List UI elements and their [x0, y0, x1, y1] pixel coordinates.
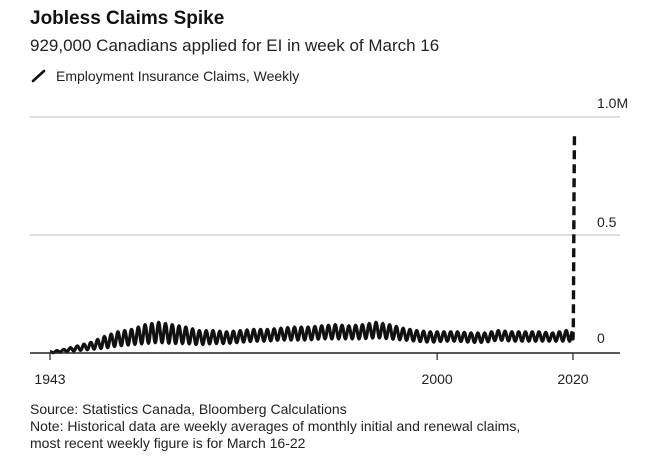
chart-subtitle: 929,000 Canadians applied for EI in week… — [30, 36, 440, 55]
x-axis-ticks: 1943 2000 2020 — [34, 353, 589, 387]
series-lines — [48, 133, 577, 355]
legend-label: Employment Insurance Claims, Weekly — [56, 68, 300, 84]
x-tick-label: 2000 — [422, 371, 453, 387]
y-tick-label: 1.0M — [597, 95, 628, 111]
line-chart: 1.0M 0.5 0 1943 2000 2020 — [30, 95, 628, 387]
series-line-recent-spike — [570, 133, 577, 341]
footnote-line-2: most recent weekly figure is for March 1… — [30, 435, 306, 451]
footnote-line-1: Note: Historical data are weekly average… — [30, 418, 521, 434]
line-series-icon — [30, 69, 48, 83]
source-note: Source: Statistics Canada, Bloomberg Cal… — [30, 401, 347, 417]
x-tick-label: 2020 — [557, 371, 588, 387]
legend: Employment Insurance Claims, Weekly — [30, 68, 299, 84]
grid-lines — [30, 116, 620, 236]
chart-title: Jobless Claims Spike — [30, 8, 225, 29]
footer-notes: Source: Statistics Canada, Bloomberg Cal… — [30, 401, 650, 452]
y-tick-label: 0 — [597, 330, 605, 346]
y-tick-label: 0.5 — [597, 214, 617, 230]
series-line-weekly-claims — [48, 320, 574, 355]
y-axis-ticks: 1.0M 0.5 0 — [597, 95, 628, 346]
x-tick-label: 1943 — [34, 371, 65, 387]
